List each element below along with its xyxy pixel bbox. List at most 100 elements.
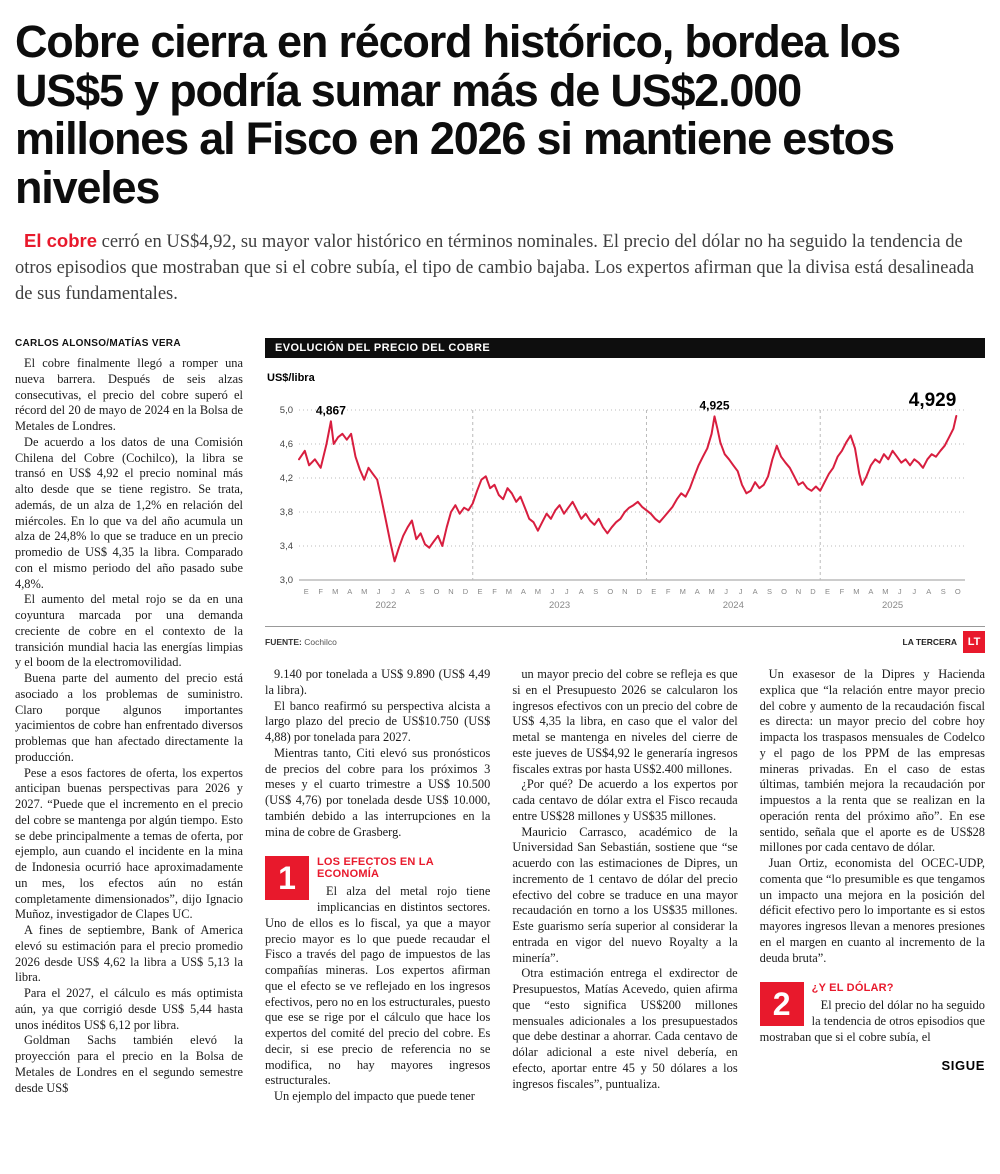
month-letter: F [318,587,323,596]
lede-highlight: El cobre [24,230,97,252]
section-number-1: 1 [265,856,309,901]
article-body: CARLOS ALONSO/MATÍAS VERA El cobre final… [15,338,985,1105]
month-letter: J [898,587,902,596]
month-letter: F [840,587,845,596]
paragraph: Mientras tanto, Citi elevó sus pronóstic… [265,745,491,839]
year-label: 2022 [375,600,396,611]
section-title-2: ¿Y EL DÓLAR? [811,982,894,995]
right-region: EVOLUCIÓN DEL PRECIO DEL COBRE US$/libra… [265,338,985,1105]
source-label: FUENTE: [265,637,302,648]
section-2-paragraphs: El precio del dólar no ha seguido la ten… [760,998,985,1045]
paragraph: A fines de septiembre, Bank of America e… [15,923,243,985]
month-letter: A [347,587,352,596]
month-letter: M [882,587,888,596]
credit-text: LA TERCERA [902,637,957,648]
section-number-2: 2 [759,982,804,1027]
paragraph: Buena parte del aumento del precio está … [15,671,243,764]
month-letter: A [405,587,410,596]
month-letter: E [304,587,309,596]
lede-text: cerró en US$4,92, su mayor valor históri… [15,232,975,305]
copper-price-chart: EVOLUCIÓN DEL PRECIO DEL COBRE US$/libra… [265,338,985,654]
section-dolar: 2 ¿Y EL DÓLAR? El precio del dólar no ha… [759,978,985,1045]
month-letter: E [477,587,482,596]
month-letter: O [434,587,440,596]
month-letter: N [622,587,627,596]
paragraph: Un ejemplo del impacto que puede tener [274,1089,475,1104]
month-letter: A [868,587,873,596]
year-label: 2025 [882,600,903,611]
y-tick-label: 3,8 [280,507,293,518]
text-column-2: 9.140 por tonelada a US$ 9.890 (US$ 4,49… [265,667,490,1105]
y-tick-label: 5,0 [280,405,293,416]
month-letter: S [941,587,946,596]
month-letter: A [521,587,526,596]
paragraph: un mayor precio del cobre se refleja es … [512,667,738,776]
paragraph: Otra estimación entrega el exdirector de… [512,966,738,1091]
paragraph: El precio del dólar no ha seguido la ten… [759,998,985,1044]
source-value: Cochilco [304,637,337,648]
headline: Cobre cierra en récord histórico, bordea… [15,16,901,213]
price-line [298,415,958,563]
y-tick-label: 4,6 [280,439,293,450]
lede: El cobre cerró en US$4,92, su mayor valo… [15,228,985,308]
month-letter: D [463,587,469,596]
month-letter: J [377,587,381,596]
month-letter: E [651,587,656,596]
section-economia: 1 LOS EFECTOS EN LA ECONOMÍA El alza del… [265,852,490,1105]
month-letter: M [535,587,541,596]
text-column-1: CARLOS ALONSO/MATÍAS VERA El cobre final… [15,338,243,1096]
section-1-paragraphs: El alza del metal rojo tiene implicancia… [265,884,490,1105]
chart-annotation: 4,929 [909,390,957,411]
month-letter: S [420,587,425,596]
continues-label: SIGUE [941,1057,985,1073]
month-letter: A [926,587,931,596]
month-letter: J [391,587,395,596]
paragraph: Mauricio Carrasco, académico de la Unive… [512,824,738,965]
month-letter: O [607,587,613,596]
month-letter: N [796,587,801,596]
month-letter: D [810,587,816,596]
chart-credit: LA TERCERA LT [902,631,985,654]
column-1-paragraphs: El cobre finalmente llegó a romper una n… [15,356,243,1096]
month-letter: F [666,587,671,596]
paragraph: El aumento del metal rojo se da en una c… [15,592,243,670]
paragraph: Pese a esos factores de oferta, los expe… [15,765,243,922]
month-letter: J [551,587,555,596]
paragraph: 9.140 por tonelada a US$ 9.890 (US$ 4,49… [265,667,491,697]
month-letter: S [593,587,598,596]
paragraph: De acuerdo a los datos de una Comisión C… [15,434,243,591]
month-letter: M [506,587,512,596]
month-letter: A [579,587,584,596]
month-letter: M [332,587,338,596]
month-letter: O [955,587,961,596]
column-3-paragraphs: un mayor precio del cobre se refleja es … [512,667,737,1092]
y-tick-label: 4,2 [280,473,293,484]
text-column-4: Un exasesor de la Dipres y Hacienda expl… [759,667,985,1105]
paragraph: Un exasesor de la Dipres y Hacienda expl… [759,667,985,855]
byline: CARLOS ALONSO/MATÍAS VERA [15,338,181,350]
chart-plot-area: 5,0 4,6 4,2 3,8 3,4 3,0 E F M A M J J A S O N D 2022 E F M A M J… [265,384,985,624]
paragraph: El alza del metal rojo tiene implicancia… [265,884,491,1088]
chart-source: FUENTE: Cochilco [265,637,337,647]
y-tick-label: 3,0 [280,575,293,586]
month-letter: S [767,587,772,596]
month-letter: M [853,587,859,596]
chart-title-bar: EVOLUCIÓN DEL PRECIO DEL COBRE [265,338,985,359]
month-letter: O [781,587,787,596]
paragraph: ¿Por qué? De acuerdo a los expertos por … [512,777,738,823]
y-tick-label: 3,4 [280,541,293,552]
column-4-paragraphs: Un exasesor de la Dipres y Hacienda expl… [760,667,985,966]
month-letter: A [753,587,758,596]
chart-annotation: 4,867 [316,403,346,417]
month-letter: J [739,587,743,596]
paragraph: Goldman Sachs también elevó la proyecció… [15,1033,243,1095]
column-2-paragraphs: 9.140 por tonelada a US$ 9.890 (US$ 4,49… [265,667,490,840]
chart-unit-label: US$/libra [267,372,315,385]
paragraph: Para el 2027, el cálculo es más optimist… [15,986,243,1032]
month-letter: F [492,587,497,596]
month-letter: J [724,587,728,596]
month-letter: M [680,587,686,596]
month-letter: A [695,587,700,596]
month-letter: E [825,587,830,596]
